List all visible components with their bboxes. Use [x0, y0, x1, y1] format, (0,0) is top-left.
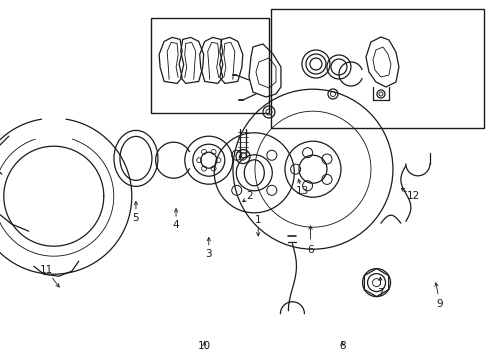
Text: 3: 3 — [205, 249, 212, 259]
Text: 2: 2 — [246, 191, 253, 201]
Text: 9: 9 — [436, 299, 443, 309]
Bar — [270, 9, 483, 128]
Text: 6: 6 — [306, 245, 313, 255]
Text: 13: 13 — [295, 186, 308, 196]
Text: 11: 11 — [40, 265, 53, 275]
Text: 5: 5 — [132, 213, 139, 223]
Text: 10: 10 — [198, 341, 210, 351]
Text: 1: 1 — [254, 215, 261, 225]
Text: 8: 8 — [338, 341, 345, 351]
Text: 12: 12 — [406, 191, 419, 201]
Text: 7: 7 — [376, 288, 383, 298]
Bar — [150, 18, 269, 113]
Text: 4: 4 — [172, 220, 179, 230]
